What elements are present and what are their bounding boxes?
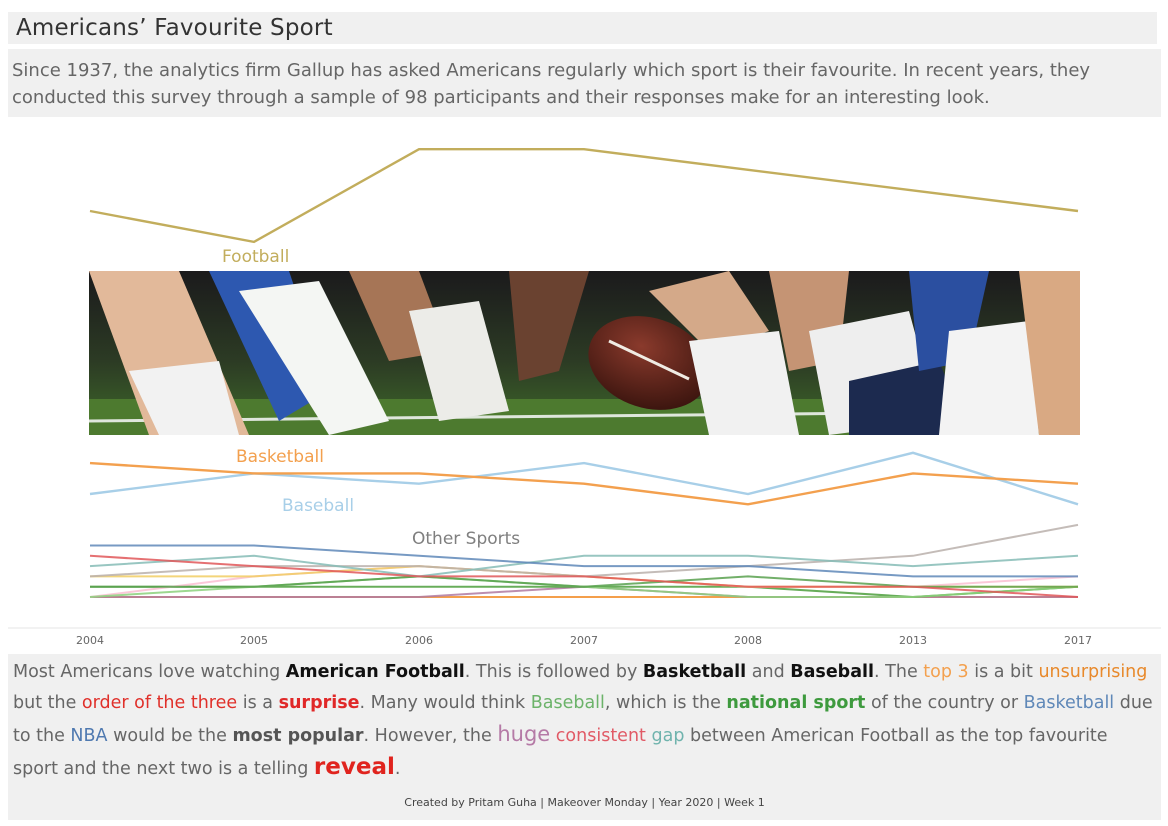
label-baseball: Baseball: [282, 496, 354, 516]
label-basketball: Basketball: [236, 447, 324, 467]
story-text-6: but the: [13, 693, 82, 713]
story-american-football: American Football: [285, 662, 465, 682]
story-huge: huge: [497, 722, 551, 746]
x-tick-2004: 2004: [76, 634, 104, 647]
story-text-3: and: [746, 662, 791, 682]
story-text-11: due to the: [13, 693, 1153, 746]
story-unsurprising: unsurprising: [1038, 662, 1148, 682]
story-order: order of the three: [81, 693, 238, 713]
x-tick-2007: 2007: [570, 634, 598, 647]
intro-text: Since 1937, the analytics firm Gallup ha…: [12, 60, 1091, 108]
x-tick-2008: 2008: [734, 634, 762, 647]
series-line-other-4: [89, 554, 1079, 598]
story-text-9: , which is the: [604, 693, 727, 713]
x-tick-2013: 2013: [899, 634, 927, 647]
football-players-image: [89, 271, 1080, 435]
story-text-4: . The: [874, 662, 924, 682]
story-text-14: between American Football as the top fav…: [13, 726, 1108, 779]
page-title: Americans’ Favourite Sport: [16, 15, 333, 41]
series-layer: [89, 148, 1079, 599]
footer-credit: Created by Pritam Guha | Makeover Monday…: [404, 796, 765, 809]
football-photo: [89, 271, 1080, 435]
story-text: Most Americans love watching American Fo…: [13, 657, 1158, 785]
title-bar: Americans’ Favourite Sport: [8, 12, 1157, 44]
intro-panel: Since 1937, the analytics firm Gallup ha…: [8, 49, 1161, 117]
story-text-8: . Many would think: [359, 693, 531, 713]
series-line-football: [89, 148, 1079, 244]
story-text-10: of the country or: [865, 693, 1024, 713]
story-baseball-green: Baseball: [530, 693, 605, 713]
story-reveal: reveal: [313, 754, 395, 780]
story-surprise: surprise: [278, 693, 360, 713]
story-text-2: . This is followed by: [464, 662, 643, 682]
story-most-popular: most popular: [232, 726, 364, 746]
x-tick-2017: 2017: [1064, 634, 1092, 647]
label-football: Football: [222, 247, 289, 267]
story-nba: NBA: [70, 726, 108, 746]
x-axis-ticks: 2004 2005 2006 2007 2008 2013 2017: [76, 634, 1092, 647]
story-basketball: Basketball: [642, 662, 747, 682]
series-line-other-3: [90, 544, 1078, 578]
story-text-5: is a bit: [968, 662, 1039, 682]
story-national-sport: national sport: [726, 693, 866, 713]
story-top-3: top 3: [923, 662, 969, 682]
story-text-7: is a: [237, 693, 279, 713]
story-text-1: Most Americans love watching: [13, 662, 286, 682]
series-line-basketball: [89, 461, 1079, 506]
series-line-other-5: [89, 554, 1079, 578]
story-text-12: would be the: [107, 726, 233, 746]
x-tick-2006: 2006: [405, 634, 433, 647]
footer: Created by Pritam Guha | Makeover Monday…: [8, 782, 1161, 820]
story-baseball: Baseball: [790, 662, 875, 682]
story-gap: gap: [651, 726, 685, 746]
line-chart: 2004 2005 2006 2007 2008 2013 2017 Football Ba…: [8, 120, 1161, 652]
story-consistent: consistent: [555, 726, 646, 746]
x-tick-2005: 2005: [240, 634, 268, 647]
story-text-15: .: [394, 759, 401, 779]
story-basketball-blue: Basketball: [1023, 693, 1115, 713]
story-text-13: . However, the: [363, 726, 498, 746]
label-other-sports: Other Sports: [412, 529, 520, 549]
story-panel: Most Americans love watching American Fo…: [8, 654, 1161, 791]
